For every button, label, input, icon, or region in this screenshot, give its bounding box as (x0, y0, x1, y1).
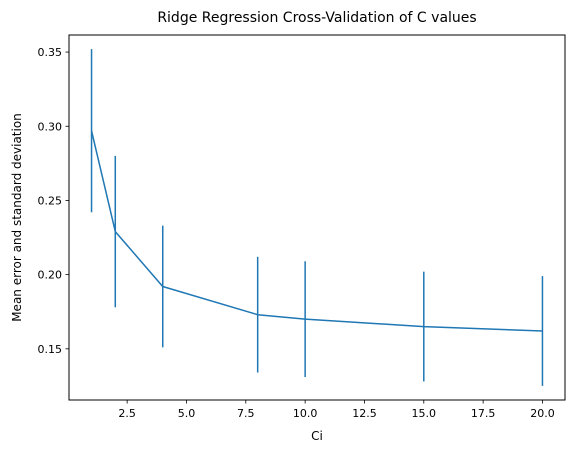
x-tick-label: 12.5 (352, 407, 377, 420)
y-tick-label: 0.15 (38, 343, 63, 356)
x-axis-label: Ci (311, 429, 323, 443)
y-tick-label: 0.20 (38, 269, 63, 282)
plot-area (69, 35, 565, 400)
x-tick-label: 10.0 (293, 407, 318, 420)
y-axis-label: Mean error and standard deviation (10, 113, 24, 322)
y-tick-label: 0.25 (38, 194, 63, 207)
x-tick-label: 2.5 (118, 407, 136, 420)
x-tick-label: 5.0 (178, 407, 196, 420)
chart-title: Ridge Regression Cross-Validation of C v… (157, 10, 476, 26)
series-line (90, 130, 543, 332)
x-tick-label: 17.5 (471, 407, 496, 420)
y-tick-label: 0.30 (38, 120, 63, 133)
y-tick-label: 0.35 (38, 46, 63, 59)
plot-frame (68, 34, 566, 401)
x-tick-label: 7.5 (237, 407, 255, 420)
x-tick-label: 15.0 (412, 407, 437, 420)
x-tick-label: 20.0 (530, 407, 555, 420)
